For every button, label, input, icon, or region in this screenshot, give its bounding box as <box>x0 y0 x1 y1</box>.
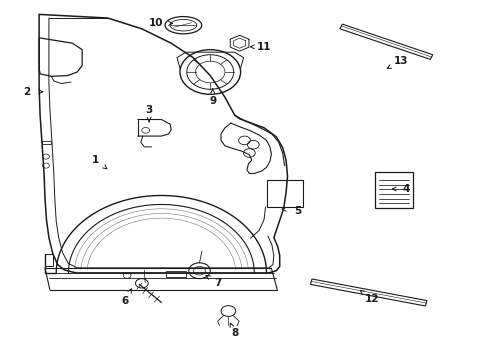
Text: 11: 11 <box>256 42 271 52</box>
Text: 3: 3 <box>145 105 152 115</box>
Text: 6: 6 <box>121 296 128 306</box>
Text: 12: 12 <box>364 294 378 304</box>
Text: 9: 9 <box>209 96 216 106</box>
Text: 4: 4 <box>401 184 409 194</box>
Text: 7: 7 <box>213 278 221 288</box>
Text: 5: 5 <box>294 206 301 216</box>
Text: 1: 1 <box>92 155 99 165</box>
Text: 10: 10 <box>149 18 163 28</box>
Text: 2: 2 <box>23 87 30 97</box>
Text: 8: 8 <box>231 328 238 338</box>
Text: 13: 13 <box>393 56 407 66</box>
